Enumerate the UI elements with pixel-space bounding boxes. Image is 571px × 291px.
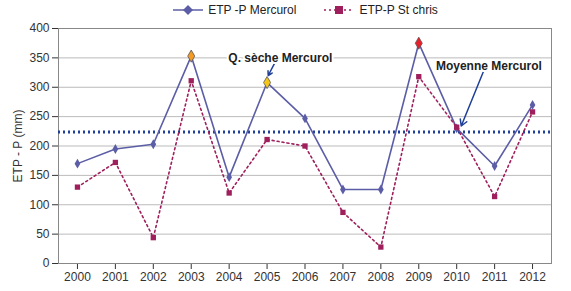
svg-text:Q. sèche Mercurol: Q. sèche Mercurol [228, 51, 332, 65]
svg-text:2003: 2003 [178, 270, 205, 284]
svg-text:300: 300 [29, 80, 49, 94]
svg-text:400: 400 [29, 21, 49, 35]
svg-text:2008: 2008 [367, 270, 394, 284]
svg-text:ETP - P (mm): ETP - P (mm) [11, 110, 25, 183]
svg-text:0: 0 [43, 256, 50, 270]
html-text:ETP-P St chris: ETP-P St chris [359, 3, 438, 17]
svg-text:2009: 2009 [405, 270, 432, 284]
svg-text:2012: 2012 [519, 270, 546, 284]
svg-text:2005: 2005 [254, 270, 281, 284]
svg-text:350: 350 [29, 51, 49, 65]
svg-text:2011: 2011 [482, 270, 508, 284]
html-text:ETP -P Mercurol: ETP -P Mercurol [208, 3, 297, 17]
svg-text:2006: 2006 [292, 270, 319, 284]
svg-text:2007: 2007 [330, 270, 357, 284]
svg-text:2002: 2002 [140, 270, 167, 284]
svg-text:2000: 2000 [64, 270, 91, 284]
svg-text:2001: 2001 [102, 270, 129, 284]
svg-text:2010: 2010 [443, 270, 470, 284]
svg-text:Moyenne Mercurol: Moyenne Mercurol [436, 59, 542, 73]
svg-text:200: 200 [29, 139, 49, 153]
svg-text:250: 250 [29, 109, 49, 123]
svg-text:2004: 2004 [216, 270, 243, 284]
svg-text:50: 50 [36, 227, 50, 241]
svg-text:100: 100 [29, 198, 49, 212]
svg-text:150: 150 [29, 168, 49, 182]
